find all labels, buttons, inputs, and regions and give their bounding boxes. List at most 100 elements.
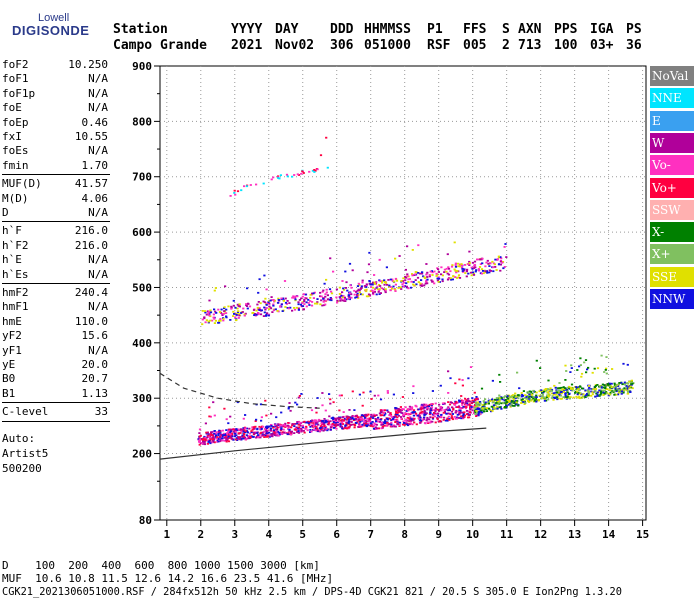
trace-point (209, 415, 212, 418)
trace-point (445, 412, 448, 415)
trace-point (341, 418, 344, 421)
parameter-row: h`F 216.0 (2, 224, 108, 238)
trace-point (456, 270, 459, 272)
trace-point (627, 386, 630, 388)
trace-point (223, 434, 226, 436)
trace-point (304, 428, 307, 430)
trace-point (407, 409, 410, 412)
trace-point (521, 394, 524, 396)
trace-point (571, 389, 574, 392)
trace-point (247, 437, 250, 440)
trace-point (210, 441, 213, 444)
trace-point (551, 395, 554, 397)
trace-point (559, 391, 562, 393)
trace-point (365, 283, 368, 286)
trace-point (377, 284, 381, 286)
trace-point (235, 437, 238, 439)
trace-point (452, 408, 455, 411)
trace-point (222, 434, 225, 436)
trace-point (463, 414, 466, 417)
trace-point (319, 291, 322, 294)
trace-point (477, 404, 480, 407)
trace-point (447, 401, 450, 403)
trace-point (204, 310, 207, 312)
parameter-value: 20.7 (81, 372, 109, 386)
trace-point (204, 422, 207, 425)
trace-point (352, 415, 355, 418)
trace-point (213, 317, 216, 320)
parameter-value: N/A (88, 101, 108, 115)
trace-point (306, 421, 309, 424)
trace-point (507, 398, 510, 400)
trace-point (348, 262, 352, 265)
trace-point (445, 408, 448, 411)
trace-point (413, 421, 416, 424)
parameter-name: MUF(D) (2, 177, 42, 191)
trace-point (480, 268, 484, 270)
trace-point (426, 418, 429, 421)
trace-point (450, 410, 453, 413)
trace-point (227, 430, 230, 433)
trace-point (564, 392, 567, 394)
trace-point (511, 395, 514, 398)
trace-point (304, 421, 307, 424)
trace-point (568, 385, 571, 388)
trace-point (615, 389, 618, 392)
trace-point (321, 425, 324, 428)
trace-point (347, 416, 350, 419)
trace-point (556, 398, 559, 401)
parameter-row: yF1 N/A (2, 344, 108, 358)
trace-point (453, 268, 456, 271)
trace-point (348, 420, 351, 423)
parameter-value: N/A (88, 253, 108, 267)
trace-point (503, 399, 506, 402)
trace-point (302, 430, 305, 432)
trace-point (560, 391, 563, 393)
trace-point (351, 416, 354, 419)
trace-point (298, 423, 302, 425)
trace-point (242, 417, 245, 420)
trace-point (234, 431, 237, 433)
trace-point (384, 281, 387, 283)
trace-point (449, 270, 452, 273)
trace-point (384, 409, 387, 412)
parameter-row: foEs N/A (2, 144, 108, 158)
trace-point (205, 319, 208, 322)
trace-point (278, 431, 281, 434)
trace-point (402, 415, 406, 418)
trace-point (341, 299, 344, 302)
trace-point (255, 313, 258, 316)
trace-point (505, 404, 508, 407)
parameter-name: D (2, 206, 9, 219)
trace-point (242, 437, 245, 440)
trace-point (207, 321, 210, 324)
trace-point (501, 261, 504, 264)
y-tick-label: 300 (132, 392, 152, 405)
trace-point (613, 384, 617, 386)
trace-point (617, 389, 620, 392)
trace-point (263, 311, 266, 314)
parameter-row: C-level 33 (2, 405, 108, 419)
parameter-row: foEp 0.46 (2, 116, 108, 130)
trace-point (610, 382, 613, 385)
trace-point (497, 263, 501, 266)
trace-point (361, 404, 364, 407)
trace-point (275, 430, 278, 433)
trace-point (211, 438, 214, 441)
trace-point (420, 272, 424, 275)
trace-point (505, 256, 508, 258)
trace-point (300, 297, 303, 300)
trace-point (447, 392, 450, 394)
trace-point (500, 402, 503, 405)
trace-point (496, 406, 499, 408)
trace-point (350, 286, 353, 289)
trace-point (258, 278, 261, 281)
trace-point (431, 271, 434, 274)
trace-point (477, 414, 480, 417)
trace-point (545, 399, 548, 402)
trace-point (215, 431, 218, 434)
trace-point (198, 441, 201, 443)
trace-point (411, 418, 414, 421)
trace-point (448, 409, 451, 412)
trace-point (277, 299, 280, 301)
